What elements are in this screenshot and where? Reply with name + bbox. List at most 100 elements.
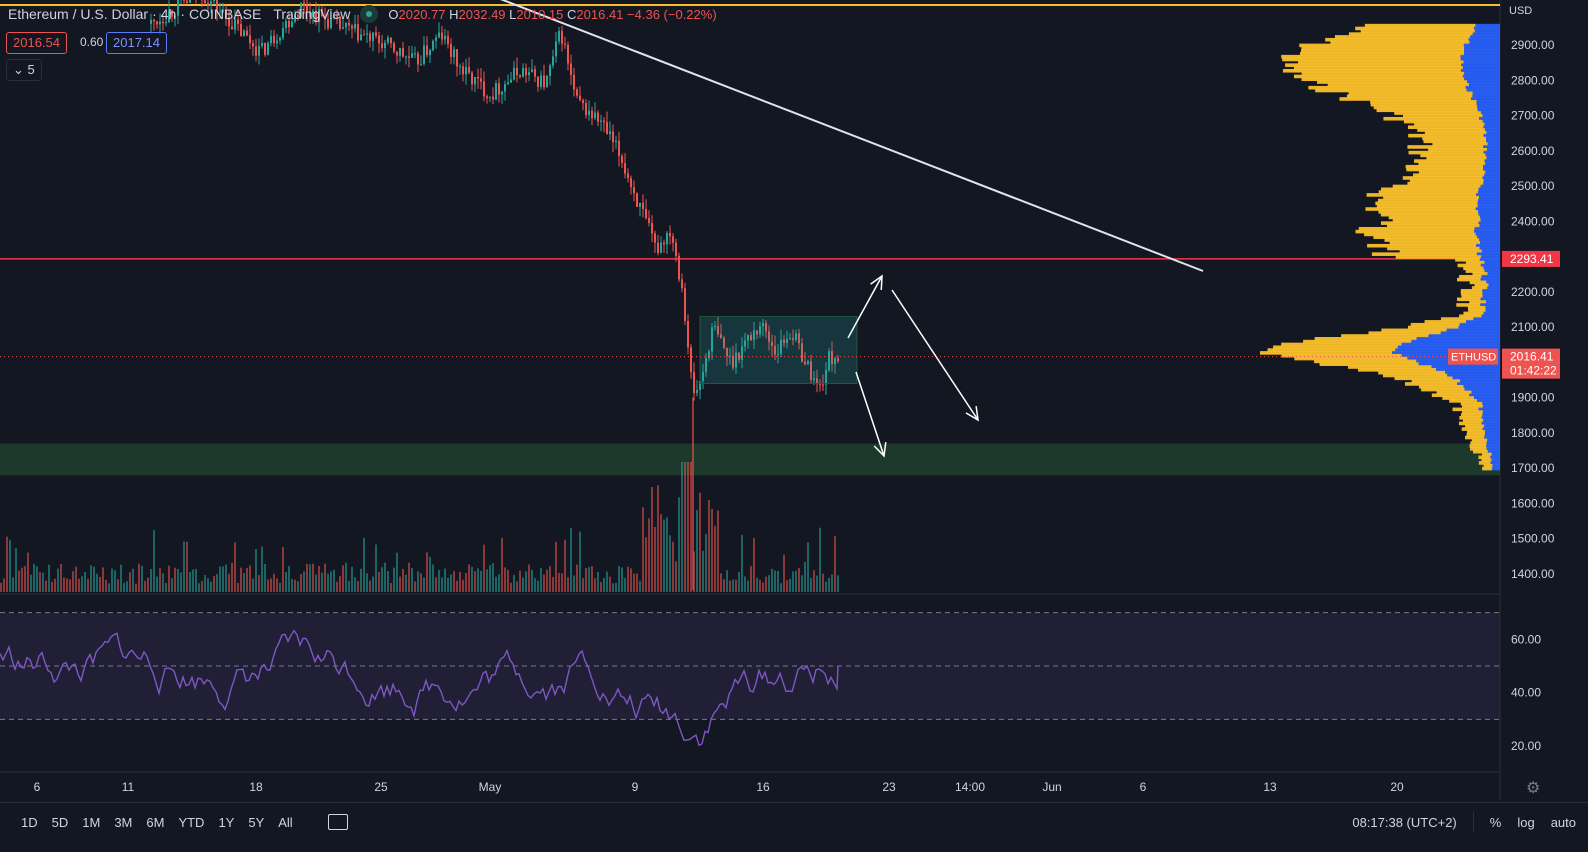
candle-body bbox=[303, 2, 305, 6]
volume-bar bbox=[123, 583, 125, 592]
price-tick: 1400.00 bbox=[1511, 567, 1555, 581]
profile-bar-blue bbox=[1483, 125, 1500, 130]
volume-bar bbox=[243, 573, 245, 592]
volume-bar bbox=[537, 580, 539, 592]
candle-body bbox=[816, 378, 818, 385]
volume-bar bbox=[396, 552, 398, 592]
bid-price[interactable]: 2016.54 bbox=[6, 32, 67, 54]
volume-bar bbox=[759, 579, 761, 592]
volume-bar bbox=[741, 534, 743, 592]
gear-icon[interactable]: ⚙ bbox=[1526, 780, 1541, 797]
profile-bar bbox=[1419, 384, 1464, 389]
profile-bar bbox=[1358, 368, 1437, 372]
candle-body bbox=[210, 1, 212, 6]
volume-bar bbox=[786, 580, 788, 592]
profile-bar bbox=[1368, 331, 1441, 335]
profile-bar bbox=[1414, 159, 1485, 163]
timeframe-1m[interactable]: 1M bbox=[82, 814, 101, 830]
timeframe-6m[interactable]: 6M bbox=[146, 814, 165, 830]
profile-bar bbox=[1472, 272, 1488, 276]
profile-bar-blue bbox=[1474, 226, 1500, 231]
candle-body bbox=[417, 53, 419, 65]
volume-bar bbox=[6, 536, 8, 592]
candle-body bbox=[717, 326, 719, 335]
volume-bar bbox=[771, 568, 773, 592]
profile-bar-blue bbox=[1490, 461, 1500, 465]
profile-bar bbox=[1382, 373, 1448, 378]
profile-bar bbox=[1452, 407, 1479, 412]
candle-body bbox=[420, 63, 422, 65]
candle-body bbox=[561, 31, 563, 44]
profile-bar bbox=[1373, 235, 1478, 240]
symbol-tag-bg bbox=[1448, 348, 1498, 365]
candle-body bbox=[264, 42, 266, 55]
volume-bar bbox=[699, 492, 701, 592]
clock[interactable]: 08:17:38 (UTC+2) bbox=[1352, 814, 1457, 830]
volume-bar bbox=[630, 568, 632, 592]
profile-bar bbox=[1440, 317, 1474, 321]
auto-scale-button[interactable]: auto bbox=[1550, 814, 1576, 830]
profile-bar-blue bbox=[1480, 241, 1500, 245]
candle-body bbox=[690, 347, 692, 373]
timeframe-1y[interactable]: 1Y bbox=[218, 814, 235, 830]
candle-body bbox=[603, 120, 605, 123]
timeframe-ytd[interactable]: YTD bbox=[178, 814, 205, 830]
candle-body bbox=[477, 76, 479, 79]
profile-bar-blue bbox=[1483, 133, 1500, 138]
candle-body bbox=[336, 16, 338, 18]
profile-bar-blue bbox=[1473, 229, 1500, 234]
timeframe-all[interactable]: All bbox=[278, 814, 293, 830]
rsi-line bbox=[0, 629, 839, 747]
candle-body bbox=[795, 333, 797, 340]
volume-bar bbox=[627, 566, 629, 592]
volume-bar bbox=[801, 575, 803, 592]
profile-bar bbox=[1325, 37, 1469, 42]
indicators-collapse-button[interactable]: ⌄ 5 bbox=[6, 59, 42, 81]
volume-bar bbox=[189, 571, 191, 592]
log-scale-button[interactable]: log bbox=[1517, 814, 1535, 830]
candle-body bbox=[618, 140, 620, 156]
volume-bar bbox=[570, 527, 572, 592]
ask-price[interactable]: 2017.14 bbox=[106, 32, 167, 54]
candle-body bbox=[837, 358, 839, 362]
profile-bar-blue bbox=[1486, 444, 1500, 448]
timeframe-3m[interactable]: 3M bbox=[114, 814, 133, 830]
candle-body bbox=[165, 22, 167, 24]
volume-bar bbox=[657, 485, 659, 592]
profile-bar bbox=[1330, 40, 1470, 45]
volume-bar bbox=[90, 565, 92, 592]
profile-bar bbox=[1299, 43, 1464, 48]
percent-scale-button[interactable]: % bbox=[1489, 814, 1502, 830]
profile-bar-blue bbox=[1486, 280, 1500, 285]
timeframe-5y[interactable]: 5Y bbox=[248, 814, 265, 830]
date-range-icon[interactable] bbox=[327, 814, 348, 830]
profile-bar bbox=[1375, 201, 1478, 206]
volume-bar bbox=[93, 566, 95, 592]
profile-bar bbox=[1474, 283, 1489, 288]
volume-bar bbox=[96, 573, 98, 592]
candle-body bbox=[789, 338, 791, 340]
volume-bar bbox=[54, 578, 56, 592]
volume-profile bbox=[1259, 23, 1500, 471]
volume-bar bbox=[72, 571, 74, 592]
profile-bar-blue bbox=[1395, 348, 1500, 352]
volume-bar bbox=[588, 567, 590, 592]
candle-body bbox=[183, 0, 185, 1]
timeframe-5d[interactable]: 5D bbox=[51, 814, 69, 830]
volume-bar bbox=[810, 577, 812, 592]
profile-bar bbox=[1384, 238, 1480, 242]
profile-bar bbox=[1301, 71, 1465, 76]
candle-body bbox=[150, 19, 152, 24]
timeframe-1d[interactable]: 1D bbox=[21, 814, 38, 830]
volume-bar bbox=[519, 570, 521, 592]
candle-body bbox=[375, 32, 377, 36]
candle-body bbox=[414, 53, 416, 55]
volume-bar bbox=[795, 570, 797, 592]
profile-bar bbox=[1420, 153, 1486, 158]
candle-body bbox=[633, 187, 635, 194]
interval[interactable]: 4h bbox=[160, 6, 177, 22]
candle-body bbox=[783, 339, 785, 344]
symbol-description[interactable]: Ethereum / U.S. Dollar bbox=[8, 6, 149, 22]
candle-body bbox=[348, 22, 350, 26]
